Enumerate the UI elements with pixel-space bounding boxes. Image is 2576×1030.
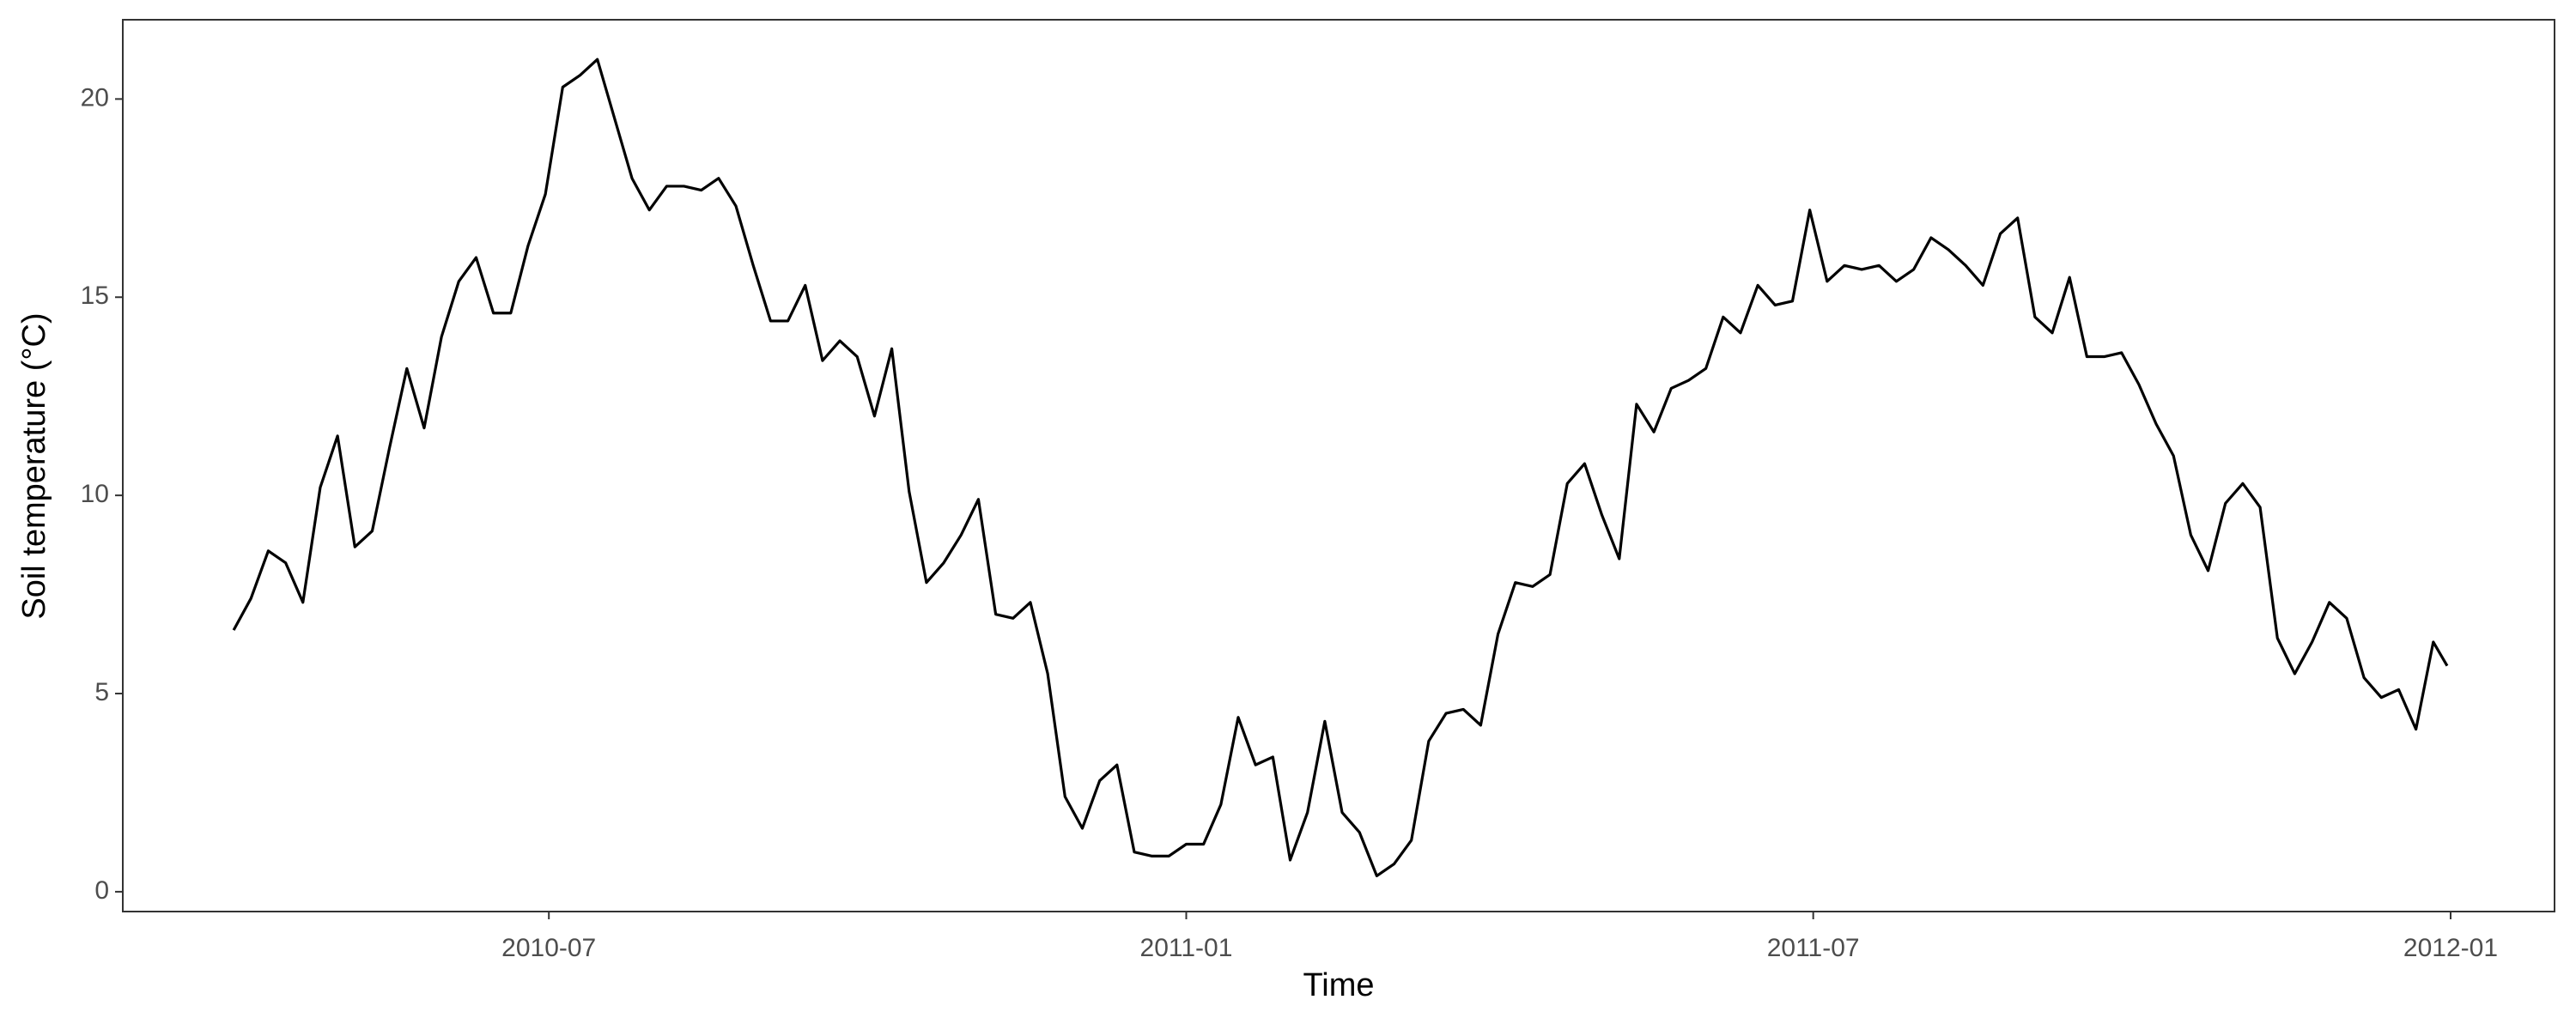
x-tick-label: 2011-01	[1140, 934, 1233, 962]
x-tick-label: 2011-07	[1767, 934, 1860, 962]
plot-border	[122, 19, 2555, 912]
x-tick-label: 2012-01	[2403, 934, 2498, 962]
y-axis-title: Soil temperature (°C)	[16, 312, 52, 619]
line	[232, 58, 2449, 878]
x-axis-title: Time	[1303, 967, 1374, 1003]
y-tick-label: 10	[81, 480, 109, 508]
x-tick-label: 2010-07	[501, 934, 596, 962]
y-tick-label: 20	[81, 83, 109, 112]
y-tick-label: 0	[94, 876, 109, 905]
y-tick-label: 15	[81, 282, 109, 310]
y-tick-label: 5	[94, 678, 109, 706]
